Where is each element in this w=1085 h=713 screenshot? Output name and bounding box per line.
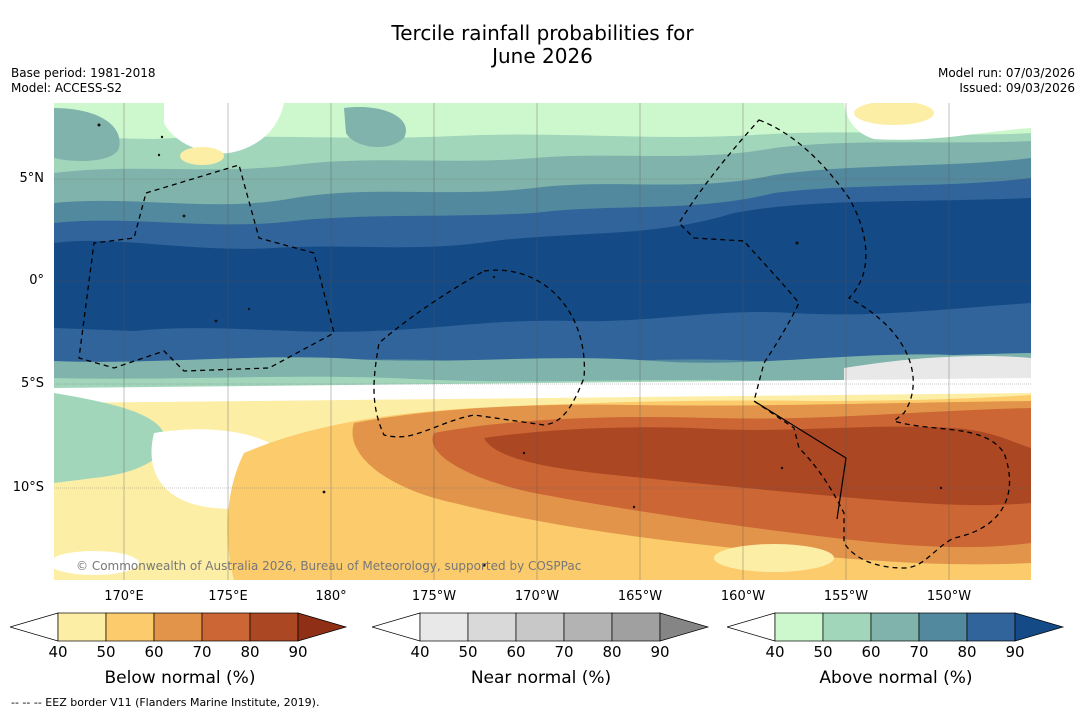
colorbar-above-normal [727,612,1065,642]
colorbar-below-tick: 70 [192,643,212,661]
colorbar-near-tick: 90 [650,643,670,661]
colorbar-below-40-50 [57,612,107,642]
colorbar-above-60-70 [870,612,920,642]
colorbar-near-tick: 80 [602,643,622,661]
lon-label-170w: 170°W [514,589,560,604]
colorbar-above-extend-high [1014,612,1065,642]
colorbar-above-tick: 60 [861,643,881,661]
colorbar-near-extend-low [372,612,421,642]
title-line-2: June 2026 [492,44,593,68]
south-below-90 [484,426,1031,506]
lon-label-175e: 175°E [208,589,248,604]
islands [97,123,943,567]
colorbar-below-tick: 60 [144,643,164,661]
north-yellow-patch [180,147,224,165]
lon-label-160w: 160°W [720,589,766,604]
eez-border-kiribati-gilbert [78,164,335,372]
south-green-patch [54,393,166,483]
copyright-text: © Commonwealth of Australia 2026, Bureau… [76,559,581,573]
colorbar-near-tick: 50 [458,643,478,661]
lon-label-155w: 155°W [823,589,869,604]
title-line-1: Tercile rainfall probabilities for [391,21,694,45]
issued-date: Issued: 09/03/2026 [959,81,1075,95]
colorbar-above-tick: 70 [909,643,929,661]
base-period: Base period: 1981-2018 [11,66,156,80]
colorbar-near-60-70 [515,612,565,642]
colorbar-above-40-50 [774,612,824,642]
colorbar-below-tick: 80 [240,643,260,661]
lon-label-170e: 170°E [104,589,144,604]
model-run: Model run: 07/03/2026 [937,66,1075,80]
colorbar-below-tick: 50 [96,643,116,661]
band-90-core [54,198,1031,332]
south-yellow-patch [714,544,834,572]
band-70-north-patch [54,108,120,161]
colorbar-below-tick: 40 [48,643,68,661]
lat-label-5n: 5°N [19,171,45,186]
north-yellow-patch-2 [854,103,934,125]
colorbar-near-title: Near normal (%) [470,668,612,688]
lon-label-180: 180° [315,589,347,604]
colorbar-near-50-60 [467,612,517,642]
colorbar-below-tick: 90 [288,643,308,661]
eez-footer-note: -- -- -- EEZ border V11 (Flanders Marine… [11,696,320,709]
band-70-north-patch-2 [344,107,406,148]
colorbar-above-70-80 [918,612,968,642]
south-light-patch [54,551,139,575]
rainfall-probability-map: © Commonwealth of Australia 2026, Bureau… [54,103,1031,580]
colorbar-below-50-60 [105,612,155,642]
colorbar-near-70-80 [563,612,613,642]
colorbar-below-80-90 [249,612,299,642]
lat-label-5s: 5°S [20,376,44,391]
eez-borders [78,119,1011,569]
colorbar-below-70-80 [201,612,251,642]
lon-label-175w: 175°W [411,589,457,604]
lon-label-150w: 150°W [926,589,972,604]
lon-label-165w: 165°W [617,589,663,604]
lat-label-10s: 10°S [12,480,44,495]
colorbar-above-title: Above normal (%) [819,668,973,688]
north-light-band [54,103,1031,139]
colorbar-above-extend-low [727,612,776,642]
lat-label-0: 0° [29,273,44,288]
colorbar-above-tick: 40 [765,643,785,661]
colorbar-below-normal [10,612,348,642]
colorbar-above-50-60 [822,612,872,642]
graticule [54,103,1031,580]
eez-border-tuvalu [373,269,585,438]
colorbar-near-80-90 [611,612,661,642]
colorbar-above-tick: 50 [813,643,833,661]
colorbar-near-tick: 60 [506,643,526,661]
north-white-patch [164,103,284,154]
colorbar-near-40-50 [419,612,469,642]
colorbar-below-60-70 [153,612,203,642]
colorbar-near-tick: 40 [410,643,430,661]
colorbar-near-extend-high [659,612,710,642]
colorbar-below-extend-high [297,612,348,642]
model-name: Model: ACCESS-S2 [11,81,123,95]
eez-border-solid [753,400,847,520]
colorbar-near-tick: 70 [554,643,574,661]
colorbar-above-tick: 90 [1005,643,1025,661]
colorbar-near-normal [372,612,710,642]
colorbar-below-extend-low [10,612,59,642]
colorbar-above-tick: 80 [957,643,977,661]
colorbar-above-80-90 [966,612,1016,642]
colorbar-below-title: Below normal (%) [104,668,256,688]
